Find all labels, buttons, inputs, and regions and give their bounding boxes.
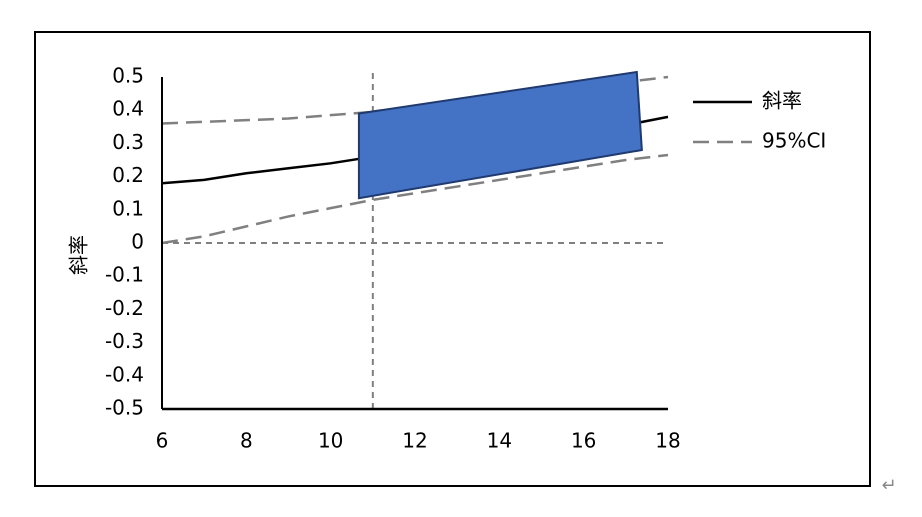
x-tick-label: 18 <box>655 429 680 453</box>
highlight-region <box>357 70 643 200</box>
y-tick-label: -0.5 <box>105 396 144 420</box>
y-tick-label: 0.4 <box>112 97 144 121</box>
x-tick-label: 8 <box>240 429 253 453</box>
ci-lower <box>161 153 669 245</box>
y-tick-label: 0.2 <box>112 163 144 187</box>
y-tick-label: 0.5 <box>112 64 144 88</box>
y-tick-label: 0.1 <box>112 196 144 220</box>
x-tick-label: 12 <box>402 429 427 453</box>
y-tick-label: -0.2 <box>105 296 144 320</box>
legend-label: 斜率 <box>762 89 802 113</box>
y-tick-label: 0.3 <box>112 130 144 154</box>
y-axis-label: 斜率 <box>67 235 91 275</box>
legend-label: 95%CI <box>762 129 826 153</box>
y-tick-label: -0.4 <box>105 362 144 386</box>
x-tick-label: 14 <box>487 429 512 453</box>
y-tick-label: -0.1 <box>105 263 144 287</box>
y-tick-label: -0.3 <box>105 329 144 353</box>
x-tick-label: 16 <box>571 429 596 453</box>
y-tick-label: 0 <box>131 230 144 254</box>
x-tick-label: 10 <box>318 429 343 453</box>
paragraph-mark: ↵ <box>881 475 896 496</box>
x-tick-label: 6 <box>156 429 169 453</box>
